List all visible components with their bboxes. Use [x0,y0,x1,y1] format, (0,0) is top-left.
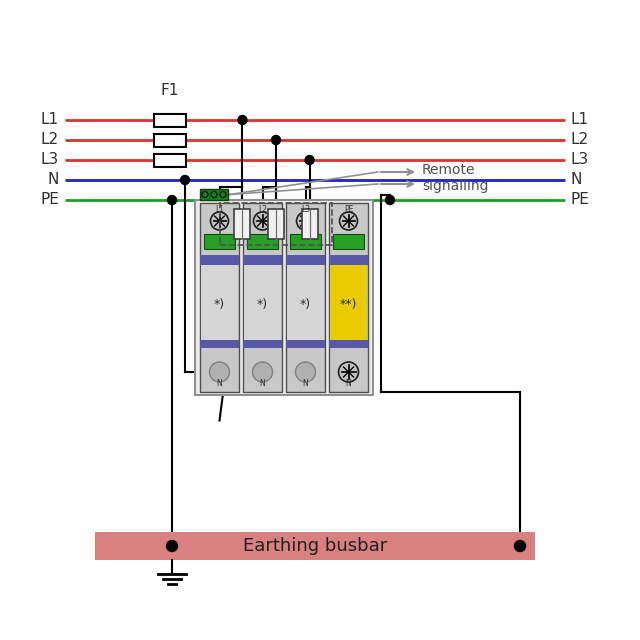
Circle shape [271,136,280,145]
Bar [95,532,535,560]
Circle shape [211,212,228,230]
Bar [243,203,282,392]
Text: F1: F1 [161,83,179,98]
Circle shape [253,212,271,230]
Bar [154,113,186,127]
Circle shape [296,212,314,230]
Bar [200,189,228,200]
Text: L1: L1 [571,113,589,127]
Bar [243,340,282,348]
Text: N: N [346,379,351,388]
Bar [286,340,325,348]
Circle shape [168,195,177,205]
Bar [286,255,325,265]
Bar [244,265,281,344]
Bar [287,265,324,344]
Text: Earthing busbar: Earthing busbar [243,537,387,555]
Circle shape [220,191,226,198]
Text: L3: L3 [571,152,589,168]
Circle shape [515,541,525,552]
Circle shape [166,541,177,552]
Text: N: N [571,173,582,188]
Text: **): **) [340,298,357,311]
Bar [234,209,250,239]
Bar [220,203,332,245]
Circle shape [305,156,314,164]
Text: L1: L1 [215,205,224,214]
Bar [154,154,186,166]
Bar [247,234,278,249]
Bar [286,203,325,392]
Bar [204,234,235,249]
Bar [200,203,239,392]
Text: L2: L2 [571,132,589,147]
Bar [268,209,284,239]
Text: L2: L2 [41,132,59,147]
Bar [243,255,282,265]
Bar [195,200,373,395]
Circle shape [202,191,208,198]
Text: N: N [47,173,59,188]
Text: *): *) [300,298,311,311]
Text: PE: PE [344,205,353,214]
Bar [333,234,364,249]
Circle shape [180,175,189,184]
Text: L3: L3 [301,205,310,214]
Circle shape [339,212,358,230]
Text: PE: PE [40,193,59,207]
Circle shape [339,362,358,382]
Text: N: N [303,379,308,388]
Circle shape [209,362,230,382]
Bar [154,134,186,147]
Text: *): *) [257,298,268,311]
Bar [329,255,368,265]
Bar [330,265,367,344]
Text: F2: F2 [198,216,216,232]
Text: Remote
signalling: Remote signalling [422,163,488,193]
Bar [290,234,321,249]
Text: N: N [260,379,266,388]
Bar [301,209,317,239]
Text: *): *) [214,298,225,311]
Bar [201,265,238,344]
Bar [200,340,239,348]
Bar [329,340,368,348]
Circle shape [296,362,316,382]
Circle shape [238,115,247,125]
Circle shape [253,362,273,382]
Bar [200,255,239,265]
Text: L3: L3 [41,152,59,168]
Bar [329,203,368,392]
Text: N: N [216,379,222,388]
Text: L1: L1 [41,113,59,127]
Circle shape [211,191,217,198]
Text: L2: L2 [258,205,267,214]
Text: PE: PE [571,193,590,207]
Circle shape [385,195,394,205]
